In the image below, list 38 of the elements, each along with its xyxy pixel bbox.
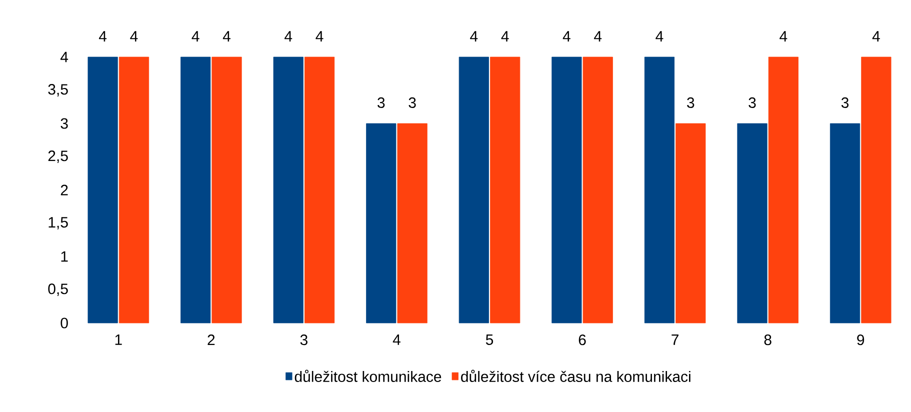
x-tick-label: 9 <box>857 334 864 346</box>
data-label: 4 <box>780 31 788 42</box>
data-label: 4 <box>656 31 664 42</box>
x-tick-label: 2 <box>208 334 215 345</box>
data-label: 4 <box>562 31 570 42</box>
y-tick-label: 4 <box>60 52 68 62</box>
data-label: 3 <box>378 97 385 108</box>
data-label: 4 <box>284 31 292 42</box>
data-label: 3 <box>748 97 756 108</box>
legend-label: důležitost více času na komunikaci <box>461 370 690 382</box>
data-label: 4 <box>192 31 200 42</box>
x-tick-label: 5 <box>486 334 494 345</box>
x-tick-label: 7 <box>672 334 678 345</box>
x-tick-label: 6 <box>578 334 586 346</box>
data-label: 4 <box>872 31 880 42</box>
data-label: 4 <box>470 31 478 42</box>
y-tick-label: 0,5 <box>48 284 68 296</box>
data-label: 4 <box>130 31 138 42</box>
data-label: 4 <box>316 31 324 42</box>
legend-label: důležitost komunikace <box>294 370 442 382</box>
data-label: 4 <box>98 31 107 42</box>
y-tick-label: 3 <box>60 118 68 129</box>
y-tick-label: 3,5 <box>48 84 68 96</box>
x-tick-label: 1 <box>115 334 122 345</box>
data-label: 4 <box>594 31 602 42</box>
data-label: 4 <box>222 31 230 42</box>
data-label: 3 <box>841 97 849 108</box>
y-tick-label: 1 <box>61 251 68 262</box>
x-tick-label: 3 <box>300 334 308 346</box>
data-label: 3 <box>408 97 416 108</box>
x-tick-label: 4 <box>392 334 400 345</box>
x-tick-label: 8 <box>764 334 772 346</box>
y-tick-label: 2 <box>60 184 68 196</box>
y-tick-label: 0 <box>60 318 68 328</box>
data-label: 4 <box>501 31 509 42</box>
data-label: 3 <box>687 97 694 108</box>
y-tick-label: 2,5 <box>48 150 68 163</box>
y-tick-label: 1,5 <box>48 217 68 230</box>
